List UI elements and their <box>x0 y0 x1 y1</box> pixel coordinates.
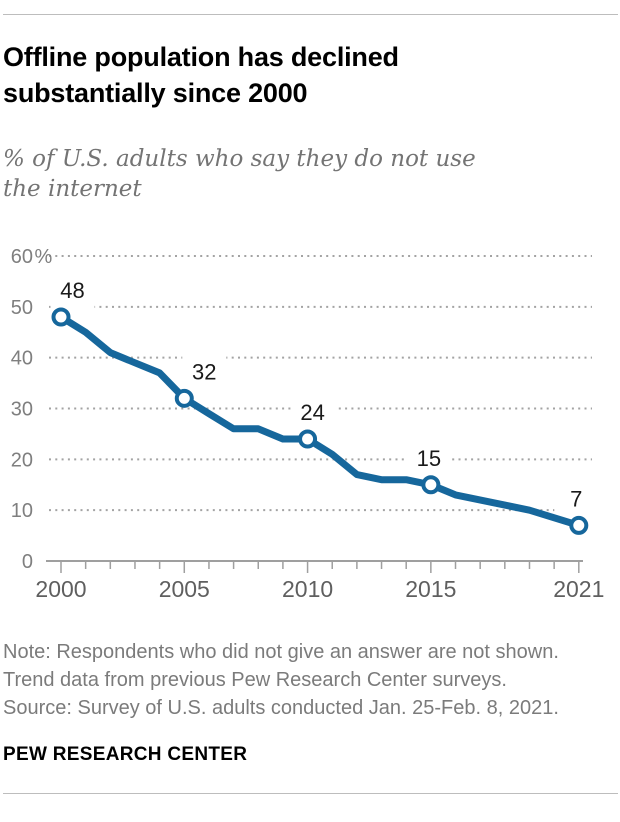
data-label-halo-2015 <box>406 441 451 478</box>
chart-title-line-2: substantially since 2000 <box>3 78 308 108</box>
y-tick-label-60: 60 <box>11 246 33 268</box>
y-tick-label-30: 30 <box>11 399 33 421</box>
data-label-2005: 32 <box>192 359 216 384</box>
y-tick-label-20: 20 <box>11 449 33 471</box>
x-tick-label-2015: 2015 <box>405 576 456 602</box>
data-label-2010: 24 <box>300 400 324 425</box>
y-tick-label-10: 10 <box>11 500 33 522</box>
marker-2005 <box>174 388 194 408</box>
note-line-3: Source: Survey of U.S. adults conducted … <box>3 697 559 719</box>
data-label-halo-2005 <box>182 355 227 392</box>
marker-2021 <box>569 515 589 535</box>
trend-line <box>57 313 583 529</box>
bottom-divider <box>3 793 618 794</box>
x-tick-label-2021: 2021 <box>553 576 604 602</box>
chart-subtitle: % of U.S. adults who say they do not use… <box>3 144 618 204</box>
x-tick-label-2000: 2000 <box>35 576 86 602</box>
y-tick-label-50: 50 <box>11 297 33 319</box>
data-label-halo-2010 <box>290 396 335 432</box>
data-label-halo-2021 <box>554 482 599 519</box>
data-label-2015: 15 <box>417 446 441 471</box>
marker-2015 <box>421 475 441 495</box>
chart-subtitle-line-1: % of U.S. adults who say they do not use <box>3 146 476 172</box>
note-line-2: Trend data from previous Pew Research Ce… <box>3 669 507 691</box>
pew-chart-card: Offline population has declined substant… <box>0 14 620 794</box>
chart-title: Offline population has declined substant… <box>3 39 618 111</box>
marker-2000 <box>51 307 71 327</box>
y-tick-label-40: 40 <box>11 348 33 370</box>
y-tick-label-suffix: % <box>35 246 53 268</box>
chart-title-line-1: Offline population has declined <box>3 42 399 72</box>
x-tick-label-2010: 2010 <box>282 576 333 602</box>
data-label-halo-2000 <box>50 274 95 310</box>
brand-footer: PEW RESEARCH CENTER <box>3 744 248 765</box>
chart-notes: Note: Respondents who did not give an an… <box>3 638 618 722</box>
note-line-1: Note: Respondents who did not give an an… <box>3 641 559 663</box>
top-divider <box>3 14 618 15</box>
x-tick-label-2005: 2005 <box>159 576 210 602</box>
line-chart-figure: 0 10 20 30 40 50 60% 48 32 24 15 7 2000 2005 2010 2015 2… <box>3 228 618 608</box>
marker-2010 <box>298 429 318 449</box>
data-label-2000: 48 <box>60 278 84 303</box>
y-tick-label-0: 0 <box>22 551 33 573</box>
line-chart-svg: 0 10 20 30 40 50 60 % 48 32 24 15 7 2000 2005 2010 2015 2… <box>11 246 605 602</box>
chart-subtitle-line-2: the internet <box>3 176 142 202</box>
data-label-2021: 7 <box>570 486 582 511</box>
